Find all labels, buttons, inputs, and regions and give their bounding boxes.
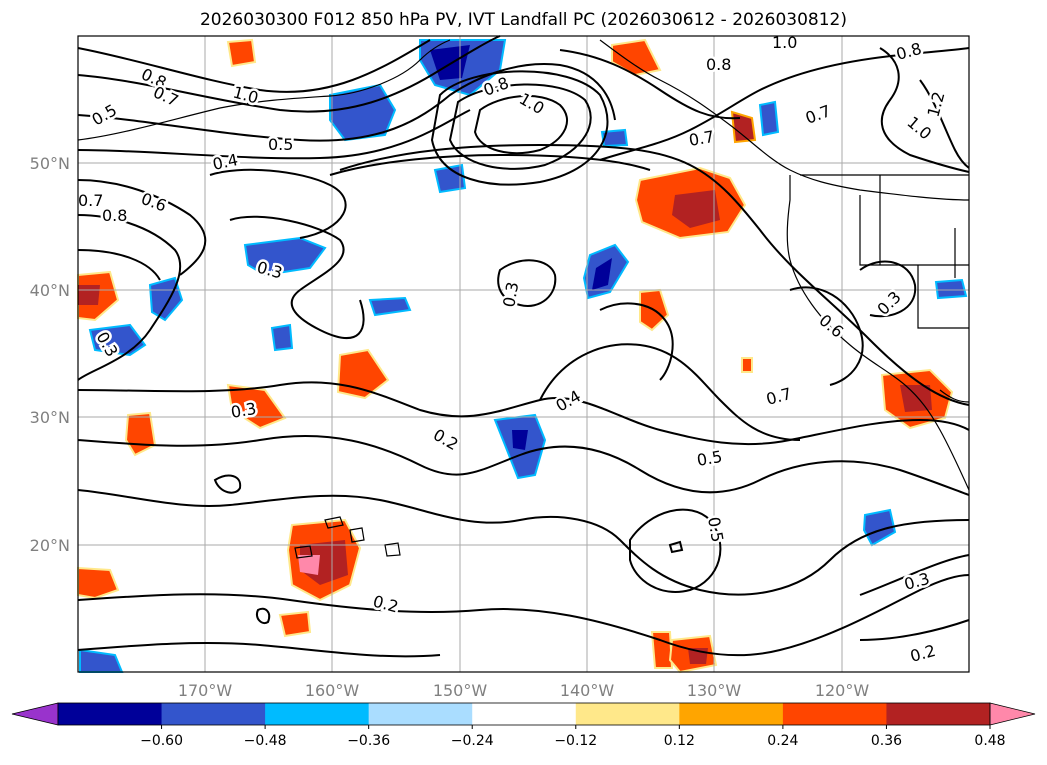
colorbar-segment bbox=[575, 703, 680, 725]
pv-negative-shading bbox=[79, 39, 968, 673]
map-title: 2026030300 F012 850 hPa PV, IVT Landfall… bbox=[199, 10, 847, 30]
colorbar-tick-label: −0.12 bbox=[554, 733, 597, 749]
colorbar-tick-label: 0.12 bbox=[664, 733, 695, 749]
pv-positive-shading bbox=[77, 38, 954, 674]
colorbar-tick-label: 0.24 bbox=[767, 733, 798, 749]
contour-label: 0.7 bbox=[78, 191, 103, 210]
lon-label: 160°W bbox=[305, 681, 360, 700]
lat-label: 30°N bbox=[30, 408, 70, 427]
colorbar-tick-label: −0.36 bbox=[347, 733, 390, 749]
lat-label: 50°N bbox=[30, 154, 70, 173]
colorbar-segment bbox=[782, 703, 887, 725]
colorbar-tick-label: 0.36 bbox=[871, 733, 902, 749]
lon-label: 140°W bbox=[560, 681, 615, 700]
colorbar-segment bbox=[161, 703, 266, 725]
contour-label: 1.0 bbox=[772, 33, 797, 52]
longitude-labels: 170°W 160°W 150°W 140°W 130°W 120°W bbox=[178, 681, 870, 700]
ivt-contours bbox=[77, 35, 970, 658]
coastlines bbox=[77, 39, 970, 559]
colorbar-segment bbox=[472, 703, 577, 725]
colorbar-tick-label: −0.24 bbox=[451, 733, 494, 749]
graticule bbox=[78, 36, 969, 672]
colorbar-segment bbox=[265, 703, 370, 725]
lon-label: 150°W bbox=[433, 681, 488, 700]
contour-label: 0.5 bbox=[268, 135, 293, 154]
contour-label: 0.8 bbox=[102, 206, 127, 225]
lon-label: 130°W bbox=[687, 681, 742, 700]
contour-label: 0.8 bbox=[706, 55, 731, 74]
colorbar-segment bbox=[368, 703, 473, 725]
colorbar-tick-label: −0.48 bbox=[244, 733, 287, 749]
map-panel: 0.8 0.7 1.0 0.5 0.5 0.4 0.6 0.8 0.7 0.3 … bbox=[76, 31, 970, 674]
colorbar-min-arrow bbox=[11, 702, 59, 726]
colorbar-tick-label: −0.60 bbox=[140, 733, 183, 749]
colorbar: −0.60 −0.48 −0.36 −0.24 −0.12 0.12 0.24 0.36 0.4… bbox=[11, 702, 1036, 749]
lat-label: 40°N bbox=[30, 281, 70, 300]
lon-label: 120°W bbox=[815, 681, 870, 700]
colorbar-segment bbox=[886, 703, 991, 725]
colorbar-segment bbox=[679, 703, 784, 725]
lon-label: 170°W bbox=[178, 681, 233, 700]
latitude-labels: 50°N 40°N 30°N 20°N bbox=[30, 154, 70, 555]
colorbar-max-arrow bbox=[989, 702, 1036, 726]
colorbar-tick-label: 0.48 bbox=[974, 733, 1005, 749]
colorbar-segment bbox=[58, 703, 163, 725]
lat-label: 20°N bbox=[30, 536, 70, 555]
